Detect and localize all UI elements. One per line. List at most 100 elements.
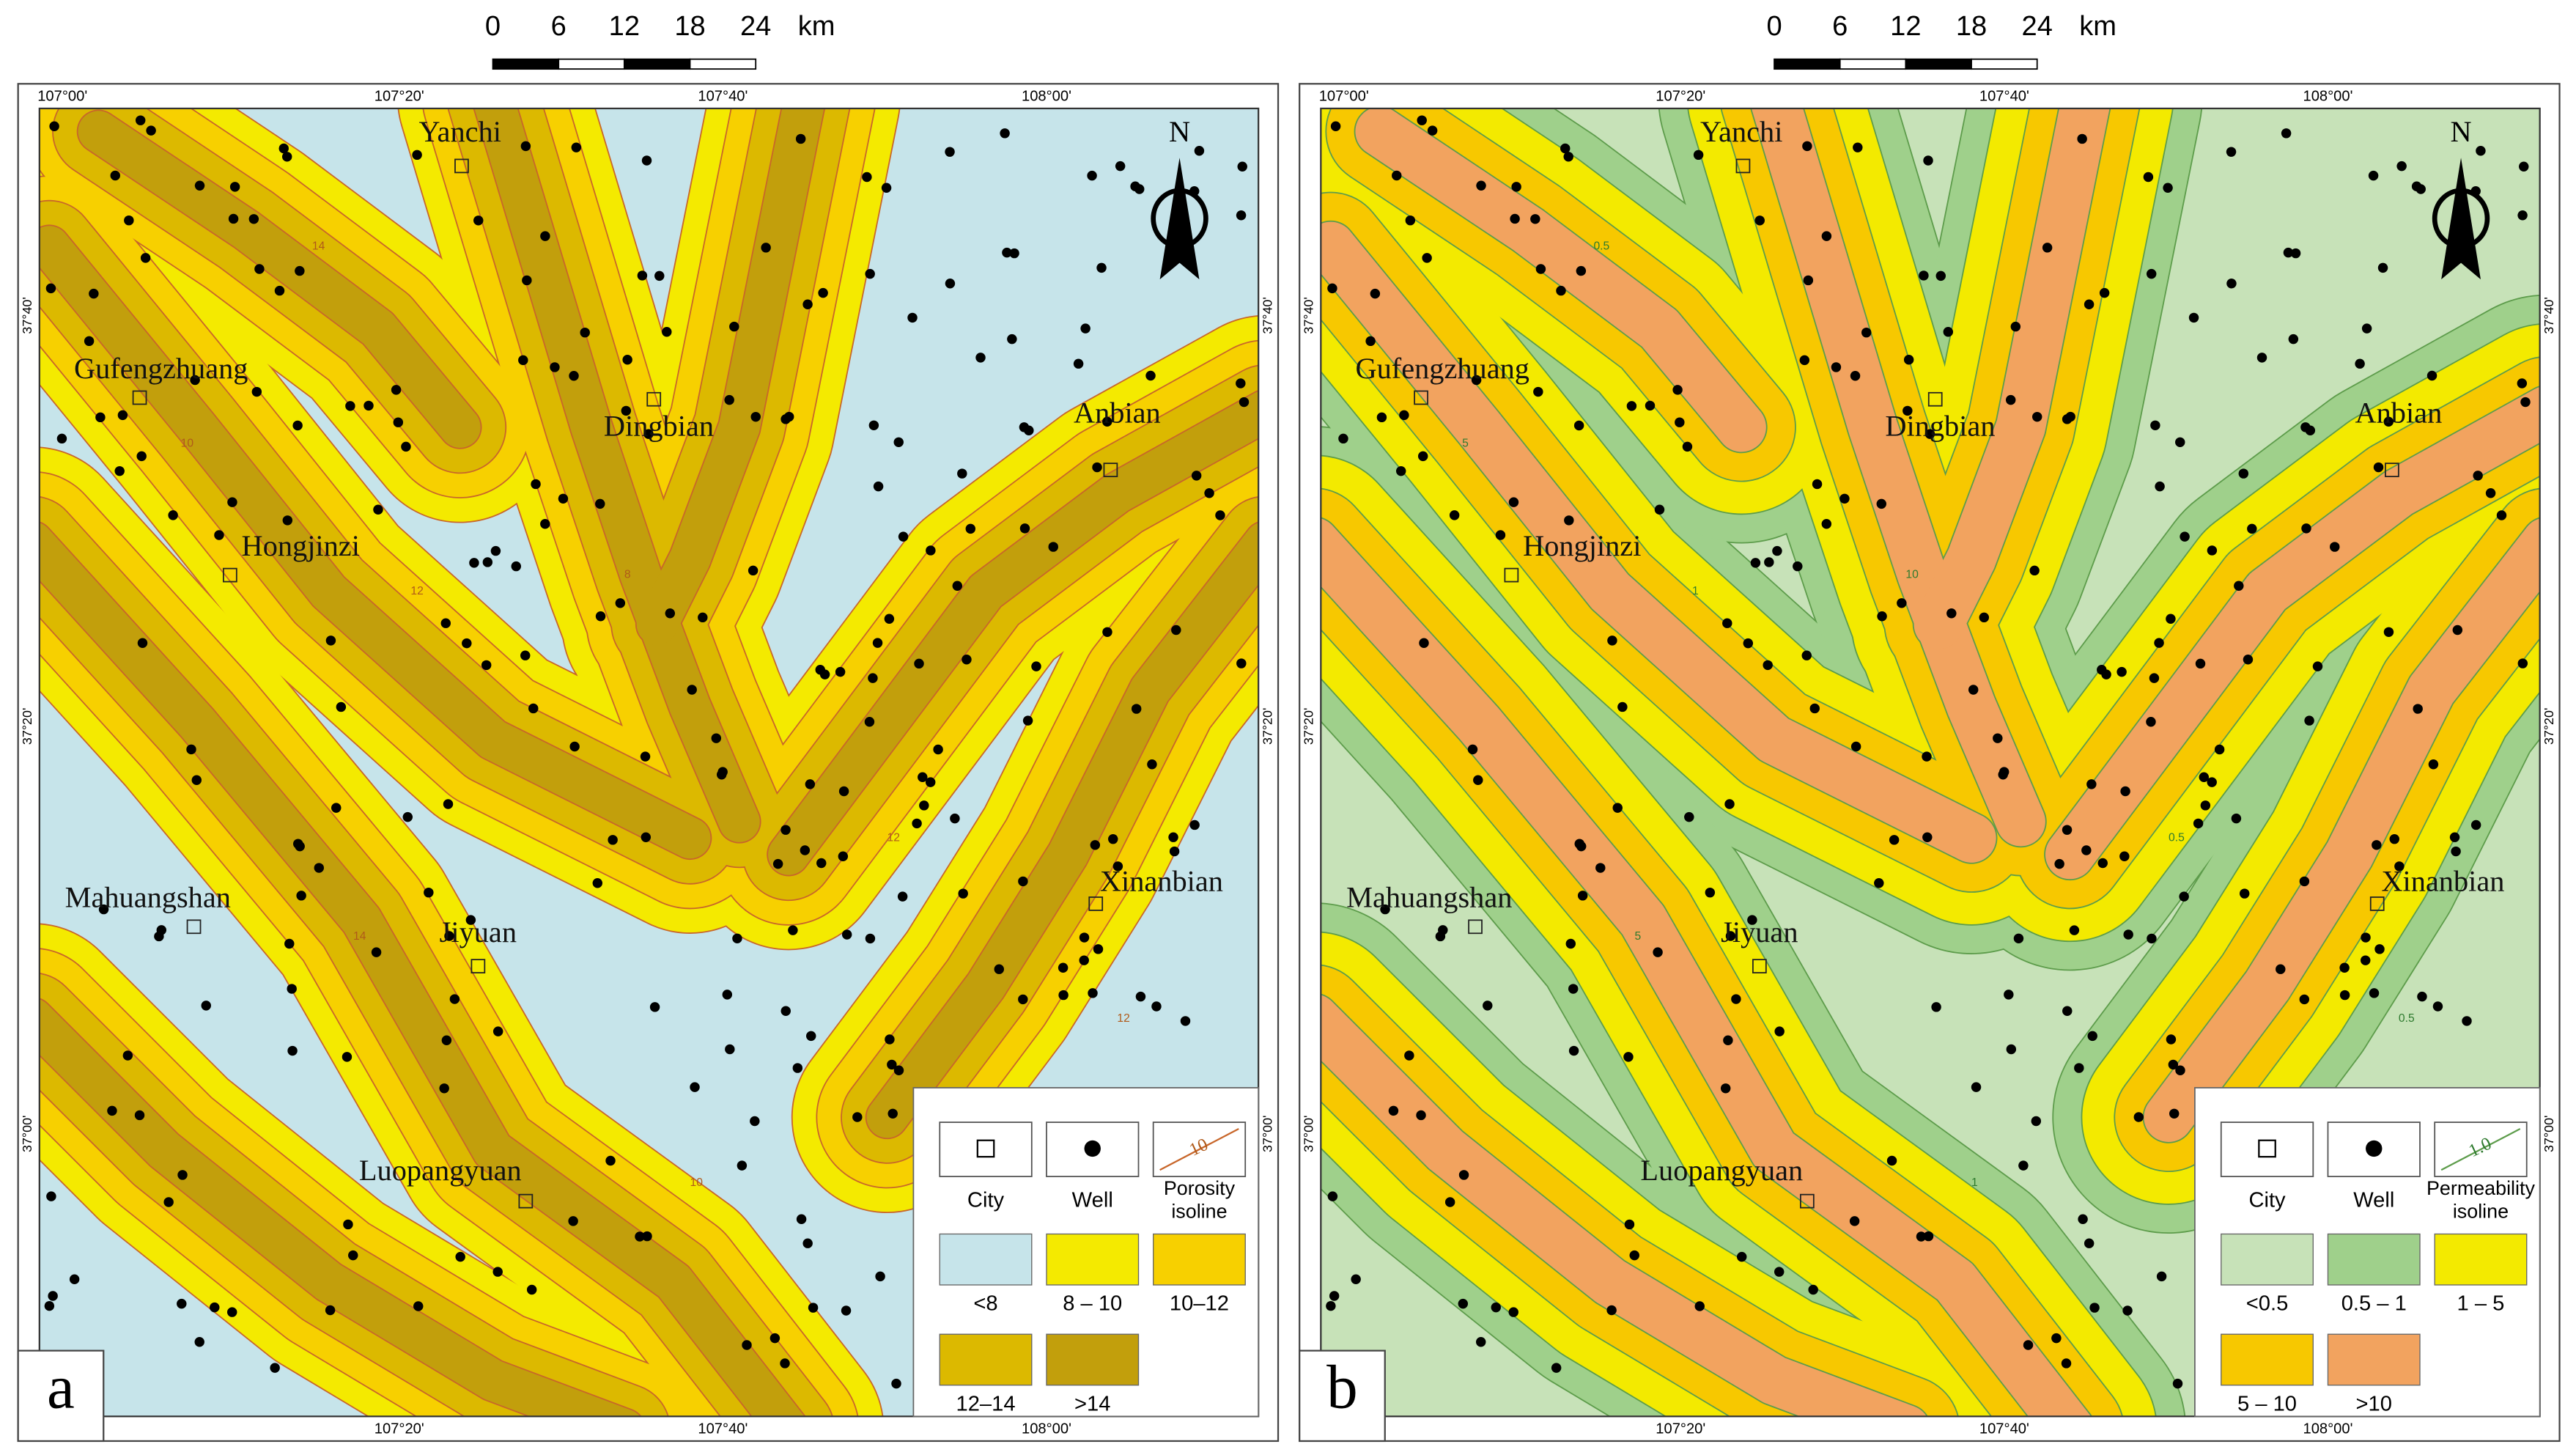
well: [2004, 990, 2014, 1000]
well: [1607, 636, 1617, 646]
legend-swatch: [2434, 1233, 2528, 1286]
well: [2288, 334, 2299, 345]
well: [168, 510, 178, 520]
well: [568, 1216, 578, 1226]
well: [835, 666, 846, 677]
scale-segment: [492, 58, 560, 70]
well: [1404, 1050, 1414, 1061]
well: [919, 800, 929, 811]
well: [2312, 661, 2323, 671]
lat-label: 37°00': [1260, 1116, 1274, 1152]
contour-zone: [39, 523, 805, 1417]
well: [226, 1307, 237, 1317]
legend-swatch: [2221, 1233, 2314, 1286]
well: [690, 1082, 700, 1092]
well: [1799, 355, 1810, 366]
well: [805, 779, 816, 789]
well: [1682, 441, 1693, 452]
city-symbol: [186, 919, 202, 935]
north-label: N: [2450, 115, 2471, 148]
well: [526, 1284, 537, 1295]
lon-label: 107°20': [1656, 89, 1705, 105]
well: [1048, 542, 1058, 552]
well: [1839, 493, 1850, 504]
contour-zone: [1321, 221, 1996, 863]
well: [2084, 1238, 2095, 1248]
well: [1919, 270, 1929, 281]
well: [492, 1026, 503, 1036]
well: [2188, 312, 2199, 323]
well: [1889, 835, 1900, 845]
well: [750, 411, 761, 422]
well: [1079, 955, 1089, 965]
well: [1943, 326, 1954, 337]
well: [2156, 1271, 2167, 1282]
well: [465, 915, 476, 925]
scale-label: 6: [551, 11, 567, 42]
well: [229, 182, 240, 192]
well: [2462, 1016, 2472, 1026]
well: [1626, 401, 1637, 411]
lon-label: 107°40': [1979, 89, 2029, 105]
lon-label: 107°40': [698, 89, 748, 105]
well: [1215, 510, 1225, 520]
well: [296, 891, 306, 901]
well: [2018, 1160, 2029, 1171]
well: [2330, 542, 2340, 552]
lat-label: 37°40': [1260, 297, 1274, 334]
well: [893, 437, 904, 448]
well: [270, 1363, 280, 1373]
well: [2256, 353, 2267, 363]
well: [1510, 213, 1520, 224]
well: [114, 465, 125, 476]
well: [1577, 891, 1588, 901]
well: [1376, 412, 1387, 423]
well: [1971, 1082, 1982, 1092]
well: [1831, 362, 1842, 372]
well: [1606, 1305, 1617, 1316]
map: 14 12 10 8 12 14 10 12: [39, 108, 1259, 1417]
well: [336, 701, 347, 712]
well: [2133, 1112, 2144, 1122]
well: [1653, 947, 1663, 957]
lon-label: 107°00': [37, 89, 87, 105]
well: [615, 598, 626, 608]
well: [122, 1050, 133, 1061]
well: [2175, 437, 2185, 448]
well: [641, 832, 652, 842]
well: [1694, 1301, 1705, 1311]
contour-zone: [768, 391, 1259, 875]
well: [2074, 1063, 2084, 1073]
well: [711, 733, 722, 743]
city-symbol: [1504, 567, 1519, 583]
well: [698, 612, 708, 623]
well: [780, 825, 791, 835]
well: [412, 150, 422, 161]
well: [1876, 498, 1887, 509]
well: [2010, 321, 2021, 332]
well: [1803, 275, 1814, 286]
well: [46, 1191, 56, 1201]
lon-label: 107°00': [1319, 89, 1369, 105]
scale-label: 24: [2022, 11, 2053, 42]
well: [2051, 1333, 2062, 1344]
well: [2339, 990, 2350, 1001]
well: [1237, 161, 1247, 172]
well: [2078, 1214, 2088, 1224]
well: [2411, 181, 2422, 191]
well: [2238, 468, 2249, 479]
well: [1508, 497, 1519, 507]
well: [214, 530, 224, 540]
well: [1922, 751, 1932, 762]
city-symbol: [1414, 390, 1428, 405]
well: [952, 581, 963, 591]
well: [439, 1083, 449, 1094]
well: [1573, 420, 1584, 431]
well: [287, 984, 297, 994]
lon-label: 107°20': [374, 89, 424, 105]
well: [1530, 214, 1540, 224]
well: [528, 703, 539, 714]
well: [2168, 1059, 2179, 1070]
well: [2122, 1305, 2133, 1316]
well: [274, 285, 285, 296]
